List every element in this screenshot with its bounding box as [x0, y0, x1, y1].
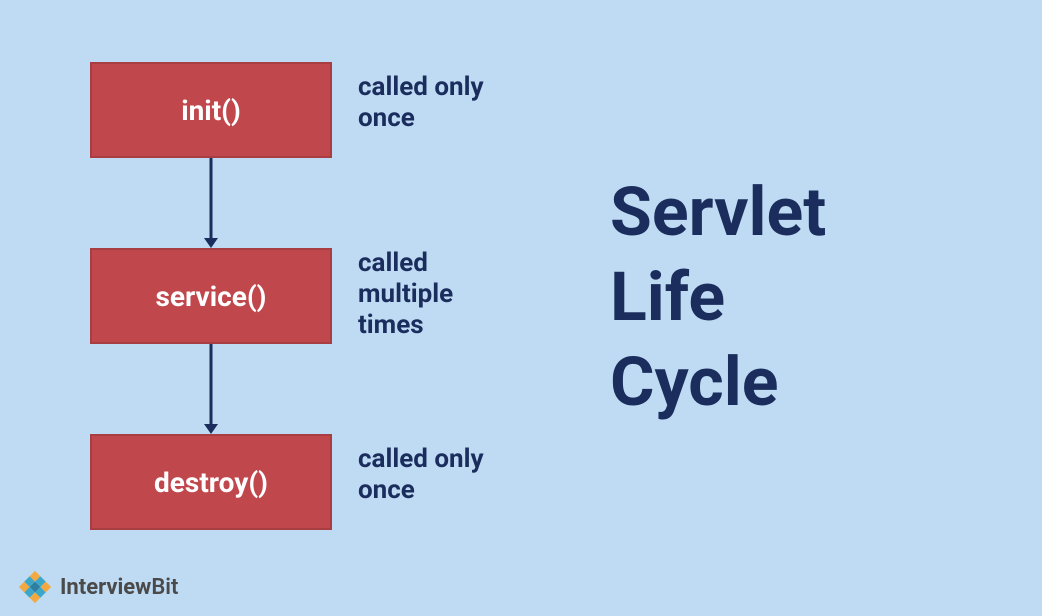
brand-logo-text: InterviewBit — [60, 575, 178, 600]
brand-logo: InterviewBit — [16, 568, 178, 606]
node-init: init() — [90, 62, 332, 158]
brand-logo-icon — [16, 568, 54, 606]
node-destroy: destroy() — [90, 434, 332, 530]
annotation-init: called only once — [358, 72, 484, 134]
arrow-service-to-destroy — [201, 344, 221, 434]
arrow-init-to-service — [201, 158, 221, 248]
annotation-service: called multiple times — [358, 248, 453, 342]
diagram-title: Servlet Life Cycle — [610, 170, 826, 425]
annotation-destroy: called only once — [358, 444, 484, 506]
node-service: service() — [90, 248, 332, 344]
diagram-canvas: init() service() destroy() called only once… — [0, 0, 1042, 616]
